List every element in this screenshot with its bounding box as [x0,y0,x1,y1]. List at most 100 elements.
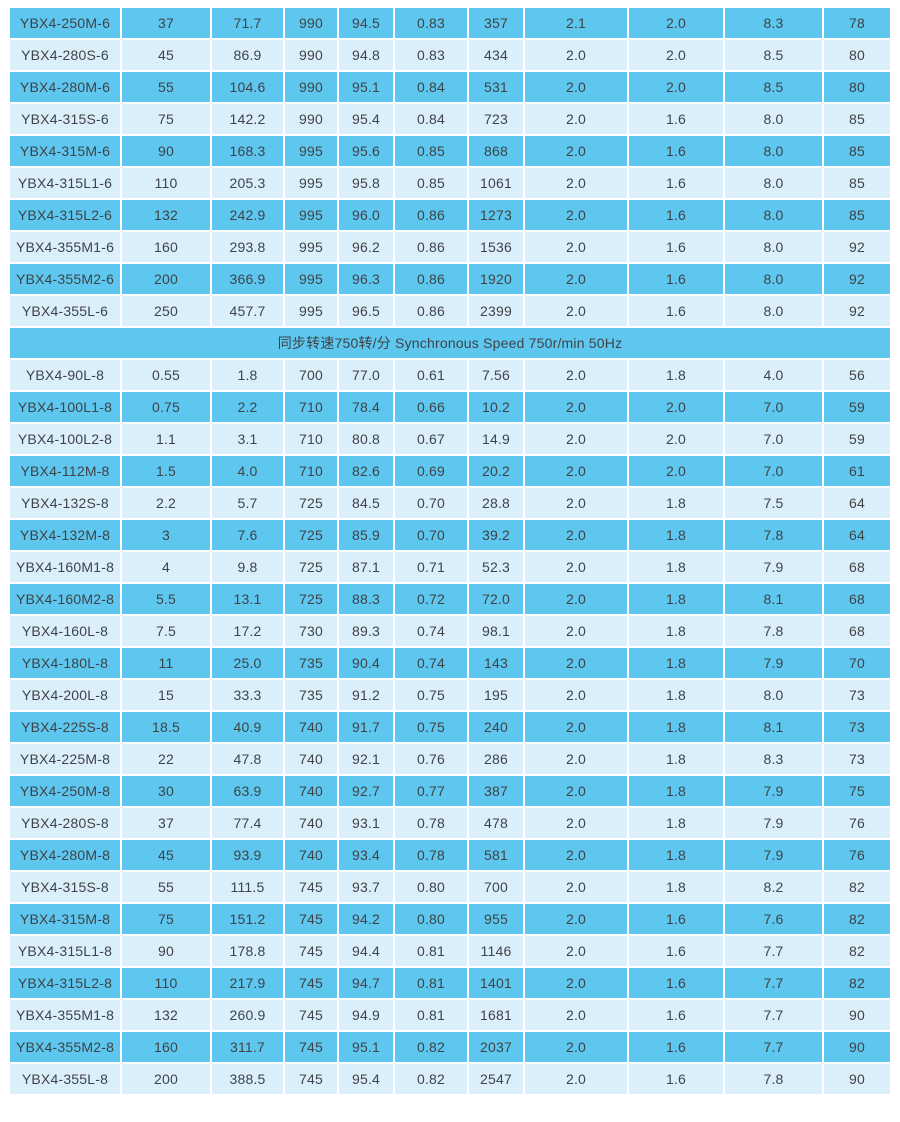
value-cell: 72.0 [469,584,523,614]
value-cell: 242.9 [212,200,283,230]
value-cell: 98.1 [469,616,523,646]
value-cell: 0.81 [395,936,467,966]
value-cell: 95.8 [339,168,393,198]
value-cell: 8.3 [725,744,822,774]
value-cell: 740 [285,744,337,774]
value-cell: 1.8 [629,552,723,582]
value-cell: 110 [122,968,210,998]
value-cell: 1401 [469,968,523,998]
value-cell: 2.0 [525,648,627,678]
value-cell: 725 [285,552,337,582]
value-cell: 90 [824,1000,890,1030]
model-cell: YBX4-250M-6 [10,8,120,38]
value-cell: 94.9 [339,1000,393,1030]
model-cell: YBX4-355L-8 [10,1064,120,1094]
value-cell: 96.5 [339,296,393,326]
value-cell: 0.80 [395,872,467,902]
value-cell: 94.2 [339,904,393,934]
value-cell: 15 [122,680,210,710]
value-cell: 7.0 [725,392,822,422]
value-cell: 2.0 [525,968,627,998]
value-cell: 73 [824,712,890,742]
value-cell: 1.6 [629,936,723,966]
value-cell: 22 [122,744,210,774]
value-cell: 740 [285,840,337,870]
value-cell: 0.72 [395,584,467,614]
value-cell: 70 [824,648,890,678]
value-cell: 7.9 [725,552,822,582]
value-cell: 0.83 [395,8,467,38]
value-cell: 366.9 [212,264,283,294]
value-cell: 132 [122,1000,210,1030]
value-cell: 2.0 [525,456,627,486]
value-cell: 1.8 [629,712,723,742]
value-cell: 740 [285,776,337,806]
value-cell: 96.3 [339,264,393,294]
value-cell: 0.82 [395,1064,467,1094]
model-cell: YBX4-132S-8 [10,488,120,518]
value-cell: 7.6 [212,520,283,550]
value-cell: 110 [122,168,210,198]
value-cell: 990 [285,104,337,134]
table-row: YBX4-132M-8 3 7.6 725 85.9 0.70 39.2 2.0 1.8 7.8 6… [10,520,890,550]
value-cell: 1.6 [629,200,723,230]
value-cell: 92 [824,264,890,294]
model-cell: YBX4-225S-8 [10,712,120,742]
value-cell: 7.0 [725,424,822,454]
value-cell: 20.2 [469,456,523,486]
value-cell: 0.75 [395,680,467,710]
model-cell: YBX4-315L2-8 [10,968,120,998]
model-cell: YBX4-280M-6 [10,72,120,102]
value-cell: 0.86 [395,264,467,294]
value-cell: 78 [824,8,890,38]
table-row: YBX4-112M-8 1.5 4.0 710 82.6 0.69 20.2 2.0 2.0 7.… [10,456,890,486]
value-cell: 25.0 [212,648,283,678]
model-cell: YBX4-355M2-8 [10,1032,120,1062]
value-cell: 7.9 [725,776,822,806]
table-row: YBX4-355M2-8 160 311.7 745 95.1 0.82 2037 2.0 1.… [10,1032,890,1062]
value-cell: 5.7 [212,488,283,518]
value-cell: 94.4 [339,936,393,966]
model-cell: YBX4-315L2-6 [10,200,120,230]
value-cell: 700 [469,872,523,902]
value-cell: 7.9 [725,840,822,870]
value-cell: 18.5 [122,712,210,742]
value-cell: 725 [285,488,337,518]
value-cell: 10.2 [469,392,523,422]
value-cell: 8.0 [725,296,822,326]
value-cell: 17.2 [212,616,283,646]
value-cell: 457.7 [212,296,283,326]
value-cell: 1.8 [629,680,723,710]
value-cell: 96.2 [339,232,393,262]
value-cell: 387 [469,776,523,806]
value-cell: 2.2 [212,392,283,422]
value-cell: 93.1 [339,808,393,838]
value-cell: 95.6 [339,136,393,166]
value-cell: 55 [122,872,210,902]
value-cell: 2.0 [525,520,627,550]
value-cell: 132 [122,200,210,230]
value-cell: 2.0 [525,296,627,326]
value-cell: 200 [122,264,210,294]
value-cell: 0.61 [395,360,467,390]
value-cell: 82 [824,872,890,902]
value-cell: 1.6 [629,104,723,134]
value-cell: 39.2 [469,520,523,550]
value-cell: 735 [285,648,337,678]
value-cell: 92 [824,232,890,262]
value-cell: 8.0 [725,264,822,294]
model-cell: YBX4-315L1-8 [10,936,120,966]
value-cell: 82 [824,936,890,966]
value-cell: 0.80 [395,904,467,934]
value-cell: 710 [285,424,337,454]
value-cell: 0.78 [395,840,467,870]
value-cell: 93.9 [212,840,283,870]
value-cell: 85 [824,168,890,198]
value-cell: 2.0 [525,1000,627,1030]
table-row: YBX4-315L2-6 132 242.9 995 96.0 0.86 1273 2.0 1.… [10,200,890,230]
value-cell: 85 [824,200,890,230]
value-cell: 3.1 [212,424,283,454]
value-cell: 995 [285,136,337,166]
motor-spec-table: YBX4-250M-6 37 71.7 990 94.5 0.83 357 2.1 2.0 8.3… [8,6,892,1096]
value-cell: 14.9 [469,424,523,454]
